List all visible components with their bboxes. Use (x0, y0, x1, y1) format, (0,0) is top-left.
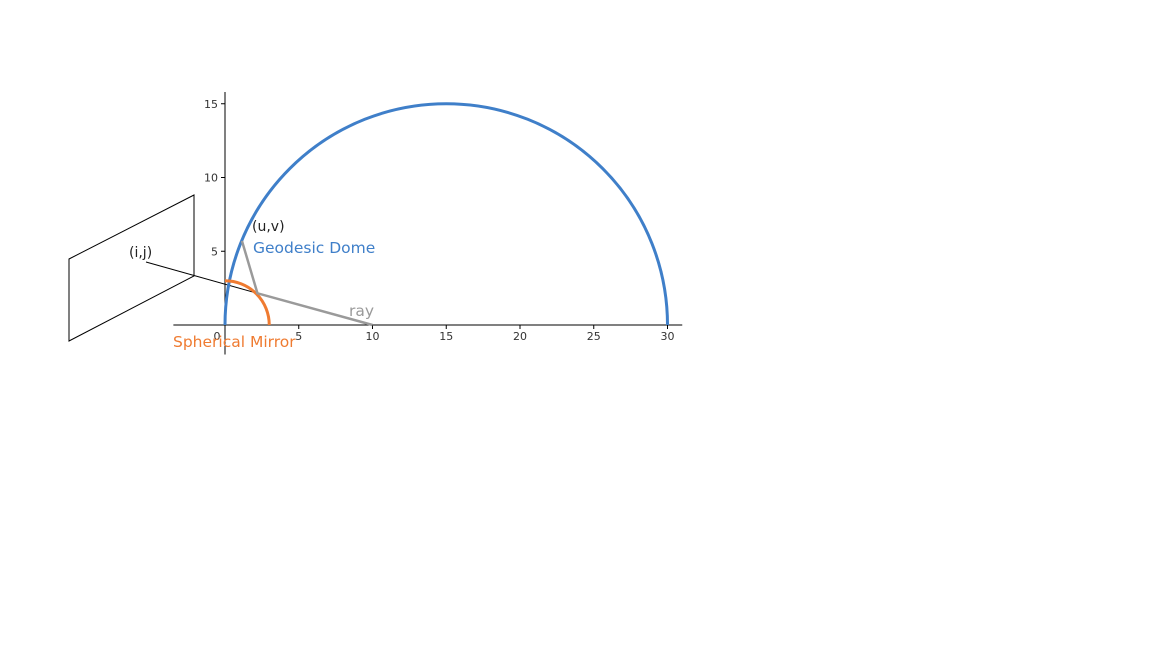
spherical-mirror-label: Spherical Mirror (173, 333, 296, 351)
x-tick-label: 10 (366, 330, 380, 343)
ray-label: ray (349, 302, 374, 320)
x-tick-label: 15 (439, 330, 453, 343)
spherical-mirror-curve (224, 279, 271, 326)
x-axis-ticks: 0 5 10 15 20 25 30 (214, 325, 675, 343)
x-tick-label: 25 (587, 330, 601, 343)
x-tick-label: 30 (661, 330, 675, 343)
y-tick-label: 10 (204, 172, 218, 185)
uv-point-label: (u,v) (252, 219, 285, 235)
ray-line (240, 240, 373, 327)
ij-point-label: (i,j) (129, 245, 152, 261)
projector-pixel-line (145, 261, 258, 294)
geodesic-dome-label: Geodesic Dome (253, 239, 375, 257)
projector-image-plane (68, 194, 195, 342)
x-tick-label: 20 (513, 330, 527, 343)
x-tick-label: 5 (295, 330, 302, 343)
y-axis-ticks: 5 10 15 (204, 98, 225, 258)
y-tick-label: 5 (211, 245, 218, 258)
y-tick-label: 15 (204, 98, 218, 111)
geodesic-dome-curve (223, 102, 669, 326)
x-tick-label: 0 (214, 330, 221, 343)
